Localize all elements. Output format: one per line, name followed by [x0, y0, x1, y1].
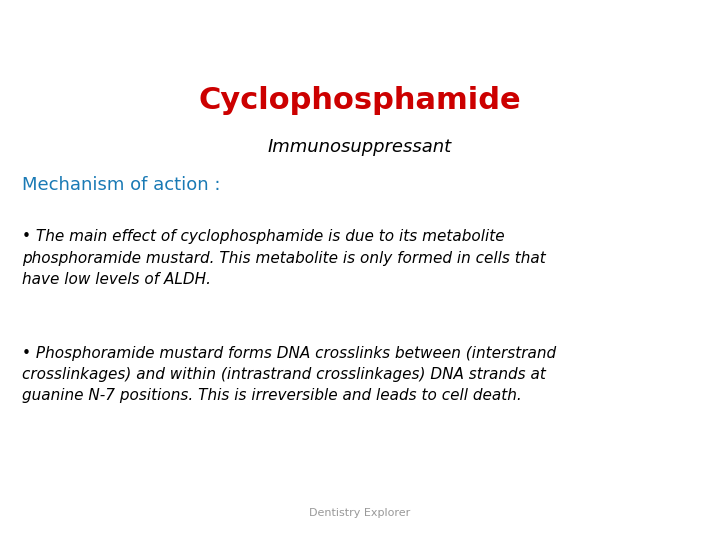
Text: • The main effect of cyclophosphamide is due to its metabolite
phosphoramide mus: • The main effect of cyclophosphamide is… [22, 230, 545, 287]
Text: Cyclophosphamide: Cyclophosphamide [199, 86, 521, 116]
Text: Mechanism of action :: Mechanism of action : [22, 176, 220, 193]
Text: Dentistry Explorer: Dentistry Explorer [310, 508, 410, 518]
Text: Immunosuppressant: Immunosuppressant [268, 138, 452, 156]
Text: • Phosphoramide mustard forms DNA crosslinks between (interstrand
crosslinkages): • Phosphoramide mustard forms DNA crossl… [22, 346, 556, 403]
